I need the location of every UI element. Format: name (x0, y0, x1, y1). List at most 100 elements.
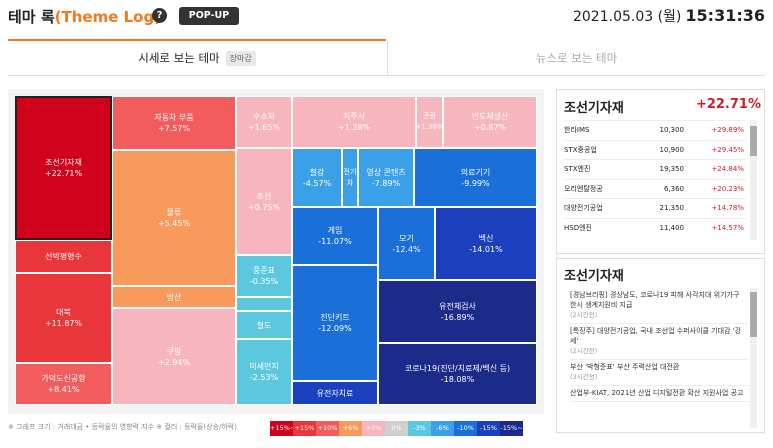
news-item[interactable]: 산업부-KIAT, 2021년 산업 디지털전환 확산 지원사업 공고 (570, 386, 748, 402)
tab-price-theme[interactable]: 시세로 보는 테마 장마감 (8, 41, 386, 76)
help-icon[interactable]: ? (152, 8, 167, 23)
stock-rate: +29.89% (711, 126, 744, 134)
stock-list: 한라IMS 10,300 +29.89% STX중공업 10,900 +29.45% STX… (564, 120, 746, 237)
legend-swatch: -15%~ (500, 421, 523, 436)
treemap-tile[interactable]: 진단키트 -12.09% (292, 265, 378, 381)
stock-rate: +14.78% (711, 204, 744, 212)
stock-rate: +29.45% (711, 145, 744, 154)
legend-swatch: +10% (316, 421, 339, 436)
theme-detail-panel (556, 89, 765, 254)
treemap-tile[interactable]: 대북 +11.87% (15, 273, 112, 363)
news-scrollbar[interactable] (750, 288, 757, 428)
treemap-tile[interactable]: 자동차 부품 +7.57% (112, 96, 236, 150)
treemap-tile[interactable]: 철강 -4.57% (292, 148, 342, 207)
news-scrollbar-thumb[interactable] (750, 292, 757, 337)
treemap-tile[interactable]: 코로나19(진단/치료제/백신 등) -18.08% (378, 343, 537, 405)
stock-name: 오리엔탈정공 (564, 184, 603, 193)
stock-rate: +24.84% (711, 165, 744, 173)
treemap-tile[interactable]: 전기차 (342, 148, 358, 207)
stock-rate: +20.23% (711, 184, 744, 193)
treemap-tile[interactable]: 의료기기 -9.99% (414, 148, 537, 207)
stock-rate: +14.57% (711, 223, 744, 232)
legend-swatch: +6% (339, 421, 362, 436)
theme-news-panel (556, 258, 765, 433)
stock-name: 대양전기공업 (564, 204, 603, 212)
theme-detail-title: 조선기자재 (564, 101, 624, 116)
treemap-tile[interactable]: 관광 +1.38% (416, 96, 443, 148)
legend-swatch: 0% (385, 421, 408, 436)
news-list: [경남브리핑] 경상남도, 코로나19 피해 사각지대 위기가구 한시 생계지원… (570, 288, 748, 402)
treemap-tile[interactable]: 유전체검사 -16.89% (378, 280, 537, 343)
treemap-tile[interactable]: 가덕도신공항 +8.41% (15, 363, 112, 405)
page-title: 테마 록(Theme Log) (8, 8, 162, 26)
stock-price: 11,400 (659, 223, 685, 232)
stock-row[interactable]: 대양전기공업 21,350 +14.78% (564, 198, 746, 218)
stock-name: STX엔진 (564, 165, 591, 173)
treemap-tile[interactable]: 조선기자재 +22.71% (15, 96, 112, 240)
treemap-tile[interactable]: 선박평형수 (15, 240, 112, 273)
treemap-tile[interactable]: 미세먼지 -2.53% (236, 339, 292, 405)
stock-scrollbar[interactable] (750, 120, 757, 240)
stock-row[interactable]: STX엔진 19,350 +24.84% (564, 159, 746, 179)
legend-swatch: +15%~ (270, 421, 295, 436)
stock-price: 10,900 (659, 145, 685, 154)
tab-bar (8, 40, 765, 76)
stock-scrollbar-thumb[interactable] (750, 126, 757, 156)
stock-row[interactable]: STX중공업 10,900 +29.45% (564, 139, 746, 160)
color-legend: +15%~ +15% +10% +6% +3% 0% -3% -6% -10% -15% -15%~ (270, 421, 523, 436)
treemap-tile-rate-overlay (112, 286, 236, 308)
treemap-tile[interactable]: 모기 -12.4% (378, 207, 435, 280)
treemap-tile[interactable]: 반도체생산 +0.87% (443, 96, 537, 148)
stock-name: HSD엔진 (564, 223, 592, 232)
tab-active-indicator (8, 39, 386, 41)
treemap-tile[interactable]: 풍준표 -0.35% (236, 255, 292, 297)
time-text: 15:31:36 (685, 6, 765, 25)
news-item[interactable]: [경남브리핑] 경상남도, 코로나19 피해 사각지대 위기가구 한시 생계지원… (570, 288, 748, 324)
treemap-tile[interactable] (236, 297, 292, 311)
news-item[interactable]: [특징주] 대양전기공업, 국내 조선업 수퍼사이클 기대감 '강세' (2시간전… (570, 324, 748, 360)
treemap-tile[interactable]: 백신 -14.01% (435, 207, 537, 280)
treemap-tile[interactable]: 유전자치료 (292, 381, 378, 405)
stock-price: 10,300 (659, 126, 685, 134)
stock-price: 21,350 (659, 204, 685, 212)
legend-swatch: -3% (408, 421, 431, 436)
treemap-tile[interactable]: 수소차 +1.65% (236, 96, 292, 148)
datetime: 2021.05.03 (월) 15:31:36 (573, 6, 765, 26)
news-headline: 부산 '박형준표' 부산 주력산업 대전환 (570, 363, 680, 371)
legend-swatch: +15% (293, 421, 316, 436)
date-text: 2021.05.03 (월) (572, 9, 682, 25)
stock-row[interactable]: 한라IMS 10,300 +29.89% (564, 120, 746, 140)
treemap-tile[interactable]: 지주사 +1.38% (292, 96, 416, 148)
treemap-tile[interactable]: 철도 (236, 311, 292, 339)
treemap: 조선기자재 +22.71% 선박평형수 대북 +11.87% 가덕도신공항 +8.41… (8, 89, 544, 414)
news-headline: 산업부-KIAT, 2021년 산업 디지털전환 확산 지원사업 공고 (570, 389, 744, 397)
legend-swatch: -15% (477, 421, 500, 436)
stock-name: STX중공업 (564, 145, 597, 154)
news-time: (3시간전) (570, 373, 598, 381)
news-headline: [경남브리핑] 경상남도, 코로나19 피해 사각지대 위기가구 한시 생계지원… (570, 291, 740, 309)
market-closed-tag: 장마감 (225, 51, 256, 66)
theme-news-title: 조선기자재 (564, 269, 624, 284)
theme-detail-rate: +22.71% (695, 97, 761, 112)
stock-price: 19,350 (659, 165, 685, 173)
treemap-tile[interactable]: 조선 +0.75% (236, 148, 292, 255)
legend-swatch: -6% (431, 421, 454, 436)
stock-row[interactable]: HSD엔진 11,400 +14.57% (564, 217, 746, 238)
news-time: (2시간전) (570, 311, 598, 319)
stock-name: 한라IMS (564, 126, 590, 134)
legend-swatch: +3% (362, 421, 385, 436)
treemap-tile[interactable]: 게임 -11.07% (292, 207, 378, 265)
stock-price: 6,360 (663, 184, 684, 193)
news-item[interactable]: 부산 '박형준표' 부산 주력산업 대전환 (3시간전) (570, 360, 748, 386)
treemap-tile[interactable]: 영상 콘텐츠 -7.89% (358, 148, 414, 207)
news-time: (2시간전) (570, 347, 598, 355)
treemap-tile[interactable]: 쿠팡 +2.94% (112, 308, 236, 405)
treemap-tile[interactable]: 물류 +5.45% (112, 150, 236, 286)
treemap-footnote: ※ 그래프 크기 : 거래대금 • 등락율의 영향력 지수 ※ 컬러 : 등락율… (8, 423, 237, 431)
tab-news-theme[interactable]: 뉴스로 보는 테마 (387, 41, 765, 76)
popup-button[interactable]: POP-UP (179, 7, 239, 25)
legend-swatch: -10% (454, 421, 477, 436)
stock-row[interactable]: 오리엔탈정공 6,360 +20.23% (564, 178, 746, 199)
news-headline: [특징주] 대양전기공업, 국내 조선업 수퍼사이클 기대감 '강세' (570, 327, 742, 345)
treemap-tile[interactable]: 방산 (112, 286, 236, 308)
